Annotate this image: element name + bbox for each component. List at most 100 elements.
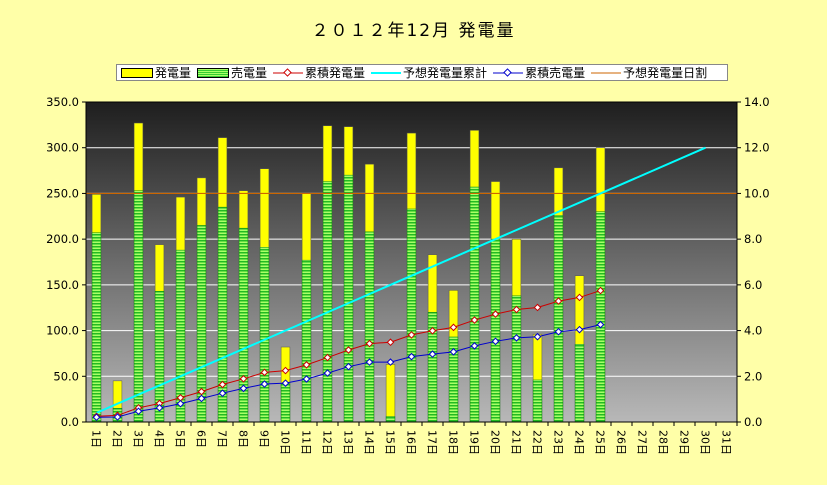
point-cum-sold	[260, 380, 269, 388]
point-cum-sold	[134, 407, 143, 416]
x-tick-label: 29日	[678, 430, 691, 455]
legend-swatch-cum-sold	[493, 67, 524, 77]
point-cum-generation	[596, 286, 605, 295]
y-right-tick-label: 8.0	[744, 232, 762, 246]
legend-item-sold: 売電量	[197, 64, 267, 81]
point-cum-generation	[260, 368, 269, 377]
point-cum-generation	[470, 316, 479, 324]
bar-sold	[490, 238, 501, 423]
bar-sold	[259, 247, 270, 423]
legend-label-generation: 発電量	[155, 66, 192, 80]
point-cum-generation	[512, 305, 521, 314]
bar-sold	[406, 208, 417, 423]
point-cum-sold	[407, 352, 416, 361]
x-tick-label: 22日	[531, 430, 544, 455]
x-tick-label: 5日	[174, 430, 187, 448]
x-tick-label: 30日	[699, 430, 712, 455]
point-cum-sold	[470, 342, 479, 350]
point-cum-sold	[491, 337, 500, 346]
point-cum-sold	[197, 394, 206, 403]
y-left-tick-label: 50.0	[53, 369, 79, 383]
point-cum-sold	[113, 413, 122, 421]
x-tick-label: 21日	[510, 430, 523, 455]
legend-item-cum-generation: 累積発電量	[273, 64, 365, 81]
point-cum-sold	[512, 334, 521, 342]
x-tick-label: 24日	[573, 430, 586, 455]
legend-label-sold: 売電量	[231, 66, 268, 80]
bar-sold	[553, 215, 564, 423]
legend-label-forecast-daily: 予想発電量日割	[623, 66, 708, 80]
point-cum-generation	[281, 366, 290, 375]
legend-swatch-sold	[197, 67, 230, 78]
chart-title: ２０１２年12月 発電量	[311, 21, 516, 41]
x-tick-label: 3日	[132, 430, 145, 448]
point-cum-sold	[449, 348, 458, 356]
bar-sold	[343, 174, 354, 423]
point-cum-sold	[533, 332, 542, 341]
y-right-tick-label: 10.0	[744, 186, 770, 200]
x-tick-label: 10日	[279, 430, 292, 455]
bar-sold	[469, 186, 480, 423]
y-right-tick-label: 6.0	[744, 278, 762, 292]
point-cum-generation	[428, 326, 437, 335]
point-cum-generation	[533, 303, 542, 312]
y-right-tick-label: 12.0	[744, 141, 770, 155]
point-cum-generation	[554, 297, 563, 305]
y-left-tick-label: 0.0	[61, 415, 79, 429]
point-cum-generation	[176, 393, 185, 402]
x-tick-label: 27日	[636, 430, 649, 455]
legend-label-cum-sold: 累積売電量	[525, 66, 586, 80]
legend: 発電量 売電量 累積発電量 予想発電量累計 累積売電量 予想発電量日割	[116, 64, 728, 81]
point-cum-sold	[302, 375, 311, 383]
bar-sold	[238, 227, 249, 423]
bar-sold	[280, 383, 291, 423]
bar-sold	[91, 232, 102, 423]
point-cum-generation	[491, 310, 500, 318]
x-tick-label: 31日	[720, 430, 733, 455]
x-tick-label: 28日	[657, 430, 670, 455]
point-cum-sold	[323, 369, 332, 377]
bar-sold	[301, 259, 312, 423]
y-left-tick-label: 250.0	[46, 186, 79, 200]
legend-swatch-cum-generation	[273, 67, 304, 77]
legend-swatch-forecast-daily	[591, 72, 622, 73]
y-left-tick-label: 350.0	[46, 95, 79, 109]
point-cum-generation	[386, 338, 395, 347]
point-cum-generation	[155, 399, 164, 408]
x-tick-label: 14日	[363, 430, 376, 455]
legend-item-forecast-daily: 予想発電量日割	[591, 64, 707, 81]
point-cum-generation	[365, 339, 374, 348]
point-cum-sold	[428, 350, 437, 358]
point-cum-generation	[239, 374, 248, 383]
y-right-tick-label: 2.0	[744, 369, 762, 383]
point-cum-generation	[407, 331, 416, 339]
bar-sold	[574, 344, 585, 423]
point-cum-sold	[239, 384, 248, 393]
x-tick-label: 1日	[90, 430, 103, 448]
y-right-tick-label: 4.0	[744, 324, 762, 338]
point-cum-sold	[344, 362, 353, 371]
x-tick-label: 6日	[195, 430, 208, 448]
y-right-tick-label: 0.0	[744, 415, 762, 429]
bar-sold	[595, 211, 606, 423]
point-cum-sold	[575, 325, 584, 334]
point-cum-generation	[218, 380, 227, 389]
legend-label-forecast-cum: 予想発電量累計	[403, 66, 488, 80]
point-cum-sold	[554, 327, 563, 336]
x-tick-label: 8日	[237, 430, 250, 448]
axes: 0.0 50.0 100.0 150.0 200.0 250.0 300.0 350.0 0.0…	[46, 95, 770, 455]
y-left-tick-label: 100.0	[46, 324, 79, 338]
y-right-tick-label: 14.0	[744, 95, 770, 109]
x-tick-label: 17日	[426, 430, 439, 455]
bar-sold	[532, 379, 543, 423]
x-tick-label: 9日	[258, 430, 271, 448]
bar-sold	[322, 181, 333, 423]
x-tick-label: 18日	[447, 430, 460, 455]
bar-sold	[133, 190, 144, 423]
x-tick-label: 15日	[384, 430, 397, 455]
y-left-tick-label: 300.0	[46, 141, 79, 155]
series-lines	[86, 146, 737, 422]
point-cum-generation	[575, 293, 584, 302]
legend-item-generation: 発電量	[121, 64, 191, 81]
